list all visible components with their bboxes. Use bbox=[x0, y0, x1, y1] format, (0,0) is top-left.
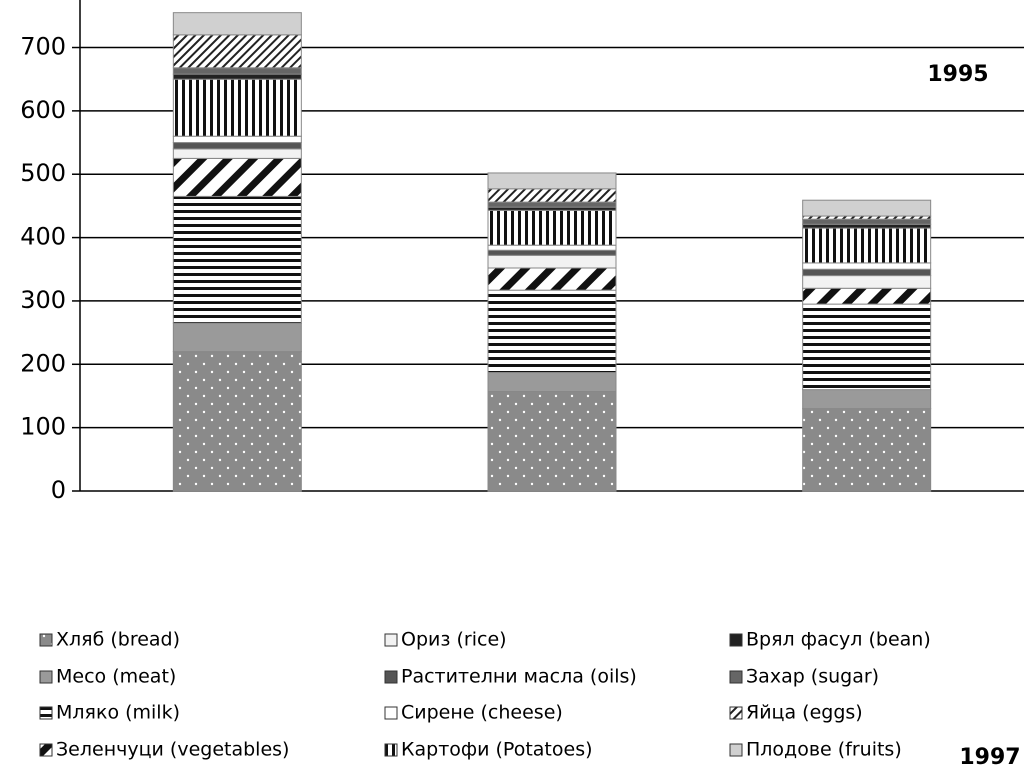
y-tick-label: 200 bbox=[20, 349, 66, 377]
bar-segment bbox=[172, 34, 302, 69]
y-tick-label: 0 bbox=[51, 476, 66, 504]
legend-label: Яйца (eggs) bbox=[746, 702, 863, 724]
y-tick-label: 600 bbox=[20, 96, 66, 124]
legend-label: Сирене (cheese) bbox=[401, 702, 563, 724]
bar-segment bbox=[802, 408, 932, 492]
bar-segment bbox=[802, 199, 932, 217]
legend-label: Ориз (rice) bbox=[401, 629, 507, 651]
bar-segment bbox=[487, 254, 617, 269]
legend-label: Картофи (Potatoes) bbox=[401, 739, 593, 761]
bar-segment bbox=[172, 322, 302, 353]
bar-segment bbox=[487, 289, 617, 374]
legend-swatch bbox=[729, 670, 743, 684]
legend-swatch bbox=[39, 633, 53, 647]
legend-swatch bbox=[39, 706, 53, 720]
legend-swatch bbox=[384, 706, 398, 720]
annotation: 1997 bbox=[959, 745, 1020, 770]
legend-label: Зеленчуци (vegetables) bbox=[56, 739, 289, 761]
legend-label: Растителни масла (oils) bbox=[401, 666, 637, 688]
bar-segment bbox=[172, 142, 302, 150]
bar-segment bbox=[172, 67, 302, 75]
bar-segment bbox=[487, 188, 617, 203]
bar-segment bbox=[172, 73, 302, 80]
bar-segment bbox=[802, 287, 932, 305]
legend-label: Врял фасул (bean) bbox=[746, 629, 931, 651]
legend-label: Мляко (milk) bbox=[56, 702, 180, 724]
bar-segment bbox=[802, 275, 932, 289]
legend-label: Месо (meat) bbox=[56, 666, 176, 688]
bar-segment bbox=[172, 195, 302, 324]
legend-swatch bbox=[729, 633, 743, 647]
bar-segment bbox=[802, 262, 932, 270]
annotation: 1995 bbox=[927, 62, 988, 87]
bar-segment bbox=[172, 157, 302, 197]
bar-segment bbox=[802, 389, 932, 410]
bar-segment bbox=[802, 227, 932, 264]
bar-segment bbox=[487, 172, 617, 190]
y-tick-label: 300 bbox=[20, 286, 66, 314]
bar-segment bbox=[487, 249, 617, 256]
bar-segment bbox=[802, 268, 932, 277]
y-tick-label: 700 bbox=[20, 33, 66, 61]
bar-segment bbox=[487, 201, 617, 208]
bar-segment bbox=[172, 12, 302, 36]
legend-swatch bbox=[39, 743, 53, 757]
bar-segment bbox=[802, 218, 932, 225]
bar-segment bbox=[802, 223, 932, 229]
bar-segment bbox=[487, 244, 617, 251]
legend-swatch bbox=[729, 706, 743, 720]
bar-segment bbox=[487, 391, 617, 492]
bar-segment bbox=[172, 135, 302, 144]
legend-label: Захар (sugar) bbox=[746, 666, 879, 688]
legend-swatch bbox=[384, 743, 398, 757]
legend-swatch bbox=[39, 670, 53, 684]
bar-segment bbox=[172, 78, 302, 137]
legend-swatch bbox=[729, 743, 743, 757]
legend-swatch bbox=[384, 670, 398, 684]
legend-label: Плодове (fruits) bbox=[746, 739, 902, 761]
legend-swatch bbox=[384, 633, 398, 647]
legend-label: Хляб (bread) bbox=[56, 629, 180, 651]
bar-segment bbox=[487, 209, 617, 246]
y-tick-label: 400 bbox=[20, 223, 66, 251]
y-tick-label: 100 bbox=[20, 413, 66, 441]
bar-segment bbox=[487, 372, 617, 393]
bar-segment bbox=[172, 148, 302, 159]
bar-segment bbox=[487, 267, 617, 291]
bar-segment bbox=[802, 303, 932, 391]
bar-segment bbox=[172, 351, 302, 492]
y-tick-label: 500 bbox=[20, 159, 66, 187]
